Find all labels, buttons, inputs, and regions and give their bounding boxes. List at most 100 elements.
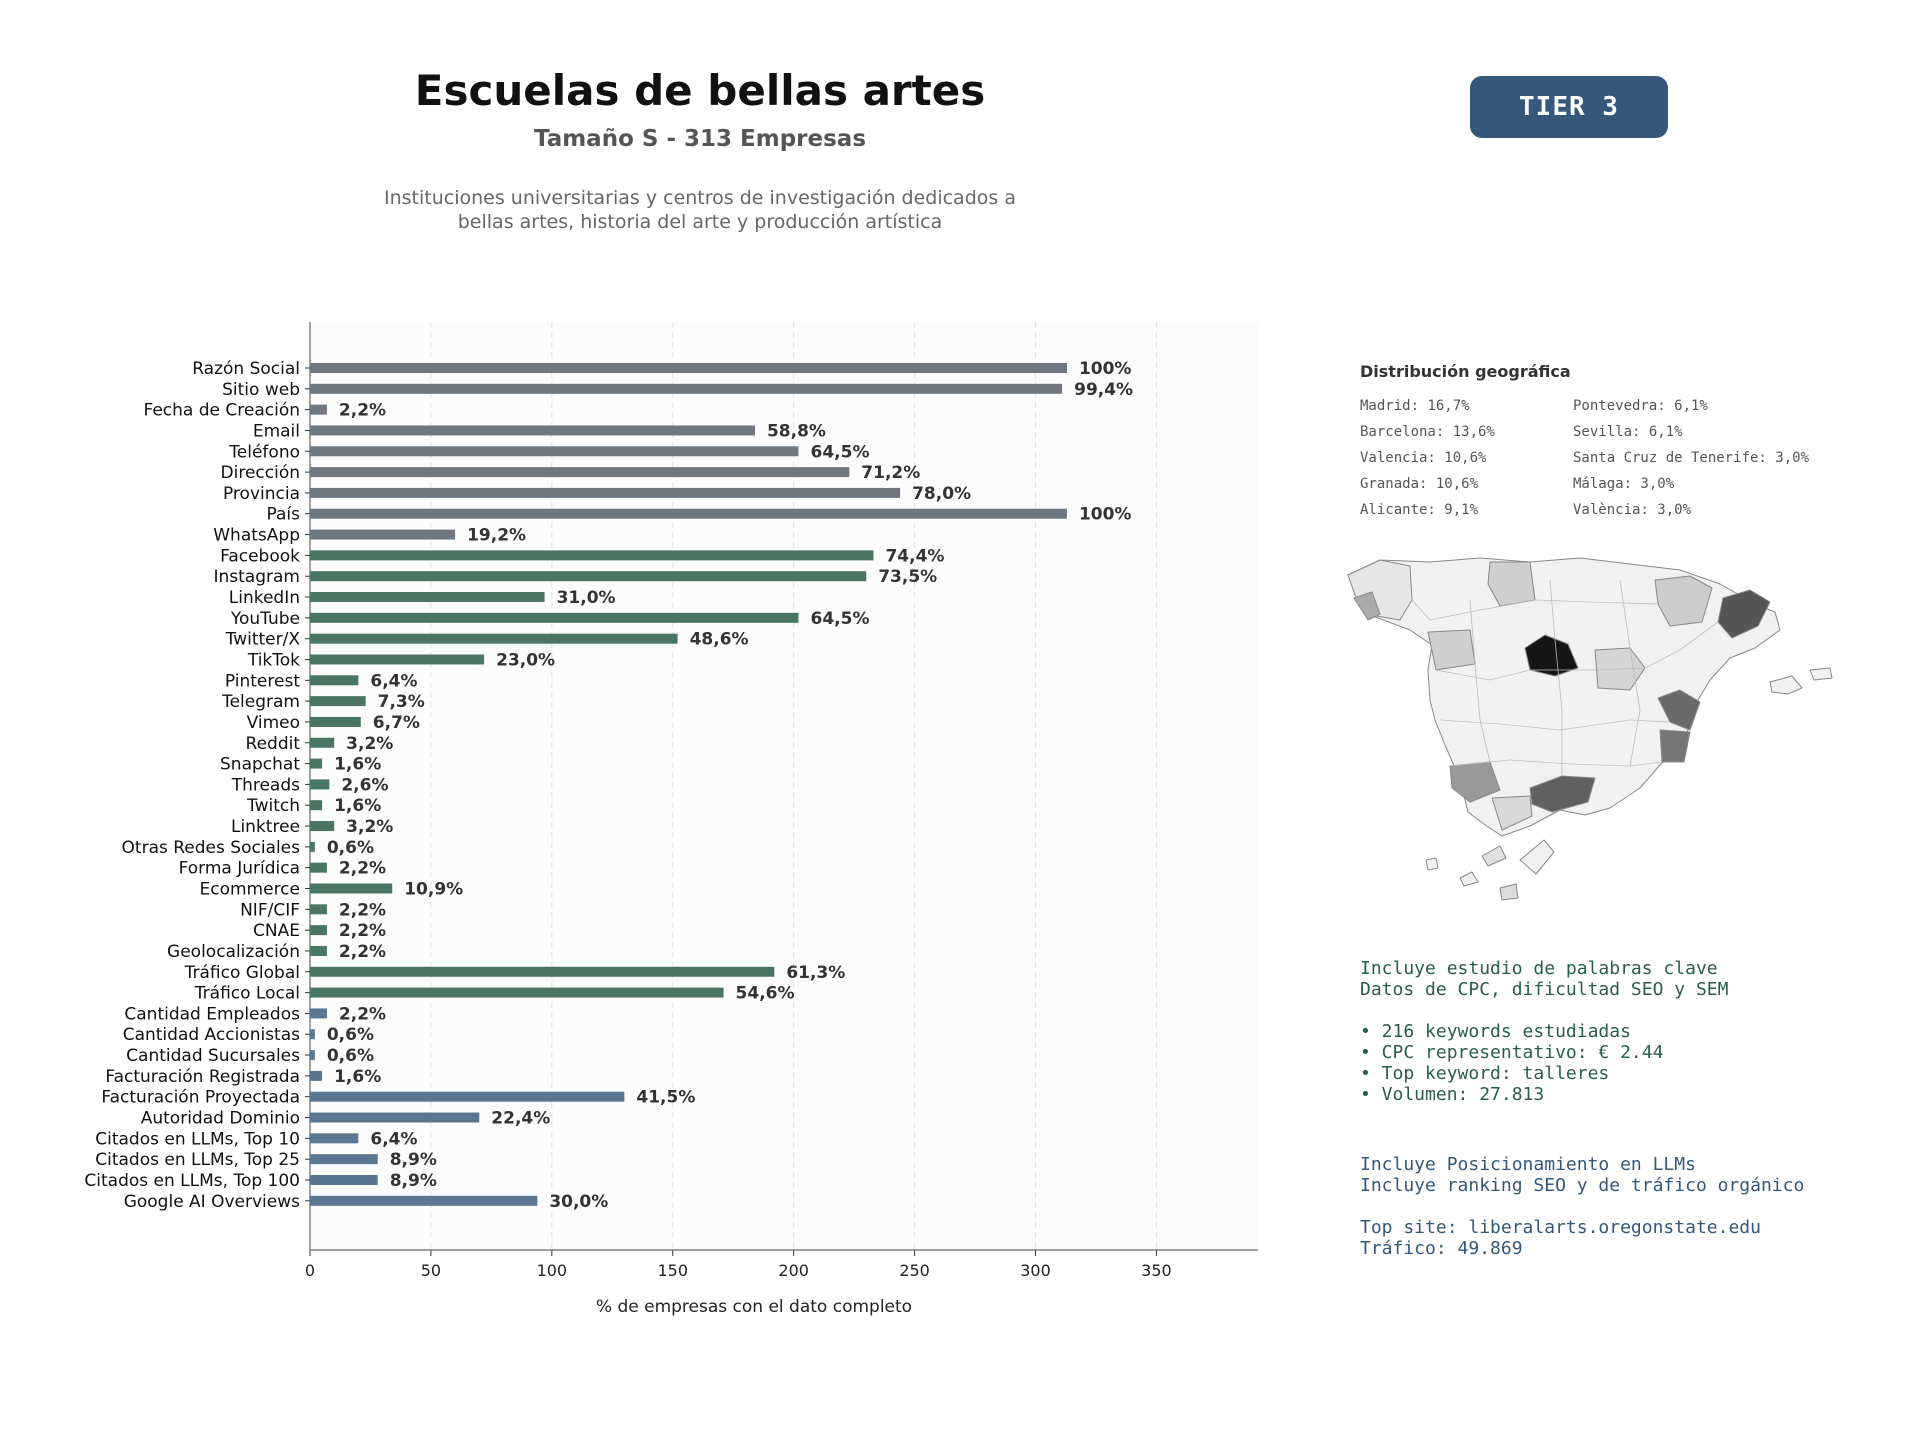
- data-label: 61,3%: [786, 963, 845, 983]
- geo-item: Barcelona: 13,6%: [1360, 424, 1495, 440]
- y-tick-label: Citados en LLMs, Top 100: [84, 1171, 300, 1191]
- bar: [310, 883, 393, 894]
- y-tick-label: Otras Redes Sociales: [122, 838, 301, 858]
- geo-item: València: 3,0%: [1573, 502, 1692, 518]
- map-border: [1411, 599, 1659, 621]
- bar: [310, 404, 327, 415]
- bar: [310, 612, 799, 623]
- x-tick-label: 350: [1141, 1261, 1172, 1280]
- bar: [310, 550, 874, 561]
- data-label: 2,2%: [339, 1004, 386, 1024]
- data-label: 54,6%: [736, 984, 795, 1004]
- data-label: 2,2%: [339, 401, 386, 421]
- llm-line: Incluye ranking SEO y de tráfico orgánic…: [1360, 1175, 1805, 1196]
- data-label: 78,0%: [912, 484, 971, 504]
- map-border: [1469, 599, 1491, 763]
- bar: [310, 1091, 625, 1102]
- map-border: [1451, 759, 1663, 767]
- y-tick-label: Cantidad Accionistas: [123, 1025, 300, 1045]
- spain-map: [1347, 557, 1833, 901]
- x-tick-label: 200: [778, 1261, 809, 1280]
- page-title: Escuelas de bellas artes: [414, 66, 986, 115]
- bar: [310, 696, 366, 707]
- bar: [310, 1070, 323, 1081]
- map-region-menorca: [1809, 667, 1833, 681]
- y-tick-label: TikTok: [247, 650, 300, 670]
- bar: [310, 1133, 359, 1144]
- top-site: Top site: liberalarts.oregonstate.edu: [1360, 1217, 1761, 1238]
- bar: [310, 675, 359, 686]
- data-label: 0,6%: [327, 1046, 374, 1066]
- bar: [310, 800, 323, 811]
- x-tick-label: 50: [421, 1261, 441, 1280]
- data-label: 10,9%: [404, 880, 463, 900]
- map-region-valencia: [1657, 689, 1701, 731]
- y-tick-label: Facturación Registrada: [105, 1067, 300, 1087]
- keywords-bullet: • 216 keywords estudiadas: [1360, 1021, 1631, 1042]
- keywords-bullet: • Top keyword: talleres: [1360, 1063, 1610, 1084]
- map-region-tenerife: [1481, 845, 1507, 867]
- y-tick-label: Threads: [231, 775, 300, 795]
- y-tick-label: Provincia: [223, 484, 300, 504]
- data-label: 7,3%: [378, 692, 425, 712]
- bar: [310, 383, 1063, 394]
- bar-chart: 0 50 100 150 200 250 300 350 % de empresas con e…: [84, 322, 1258, 1317]
- x-tick-label: 300: [1020, 1261, 1051, 1280]
- bar: [310, 904, 327, 915]
- description-line-1: Instituciones universitarias y centros d…: [384, 187, 1016, 209]
- map-region-canarias-east: [1519, 839, 1555, 875]
- keywords-bullet: • Volumen: 27.813: [1360, 1084, 1545, 1105]
- bar: [310, 654, 485, 665]
- data-label: 48,6%: [690, 630, 749, 650]
- y-tick-label: Fecha de Creación: [143, 401, 300, 421]
- y-tick-label: Facturación Proyectada: [101, 1088, 300, 1108]
- keywords-panel: Incluye estudio de palabras clave Datos …: [1360, 958, 1728, 1105]
- bar: [310, 571, 867, 582]
- plot-area: [310, 322, 1258, 1250]
- bar: [310, 862, 327, 873]
- y-tick-label: Reddit: [246, 734, 301, 754]
- page-subtitle: Tamaño S - 313 Empresas: [533, 126, 867, 152]
- llm-line: Incluye Posicionamiento en LLMs: [1360, 1154, 1696, 1175]
- data-label: 1,6%: [334, 796, 381, 816]
- data-label: 74,4%: [885, 546, 944, 566]
- bar: [310, 1195, 538, 1206]
- data-label: 2,2%: [339, 942, 386, 962]
- data-label: 2,2%: [339, 921, 386, 941]
- data-label: 23,0%: [496, 650, 555, 670]
- map-region-canarias-west: [1425, 857, 1439, 871]
- bar: [310, 925, 327, 936]
- geo-item: Santa Cruz de Tenerife: 3,0%: [1573, 450, 1810, 466]
- data-label: 6,7%: [373, 713, 420, 733]
- y-tick-label: Email: [253, 421, 300, 441]
- page-description: Instituciones universitarias y centros d…: [0, 186, 1400, 234]
- y-tick-label: Teléfono: [228, 442, 300, 462]
- y-tick-label: Citados en LLMs, Top 10: [95, 1129, 300, 1149]
- bar: [310, 1008, 327, 1019]
- geo-item: Madrid: 16,7%: [1360, 398, 1470, 414]
- bar: [310, 446, 799, 457]
- bar: [310, 737, 335, 748]
- data-label: 2,2%: [339, 859, 386, 879]
- bar: [310, 1112, 480, 1123]
- data-label: 64,5%: [811, 442, 870, 462]
- map-region-gran-canaria: [1499, 883, 1519, 901]
- data-label: 30,0%: [549, 1192, 608, 1212]
- geo-item: Sevilla: 6,1%: [1573, 424, 1683, 440]
- data-label: 2,2%: [339, 900, 386, 920]
- data-label: 100%: [1079, 359, 1132, 379]
- geo-item: Valencia: 10,6%: [1360, 450, 1487, 466]
- y-tick-label: Instagram: [214, 567, 301, 587]
- bar: [310, 467, 850, 478]
- keywords-bullet: • CPC representativo: € 2.44: [1360, 1042, 1664, 1063]
- y-tick-label: Vimeo: [247, 713, 300, 733]
- y-tick-label: WhatsApp: [213, 526, 300, 546]
- data-label: 58,8%: [767, 421, 826, 441]
- y-tick-label: País: [267, 505, 301, 525]
- y-tick-label: Razón Social: [192, 359, 300, 379]
- y-tick-label: Ecommerce: [200, 880, 301, 900]
- map-border: [1619, 579, 1641, 767]
- y-tick-label: Cantidad Sucursales: [126, 1046, 300, 1066]
- y-tick-label: Geolocalización: [167, 942, 300, 962]
- map-border: [1549, 579, 1563, 776]
